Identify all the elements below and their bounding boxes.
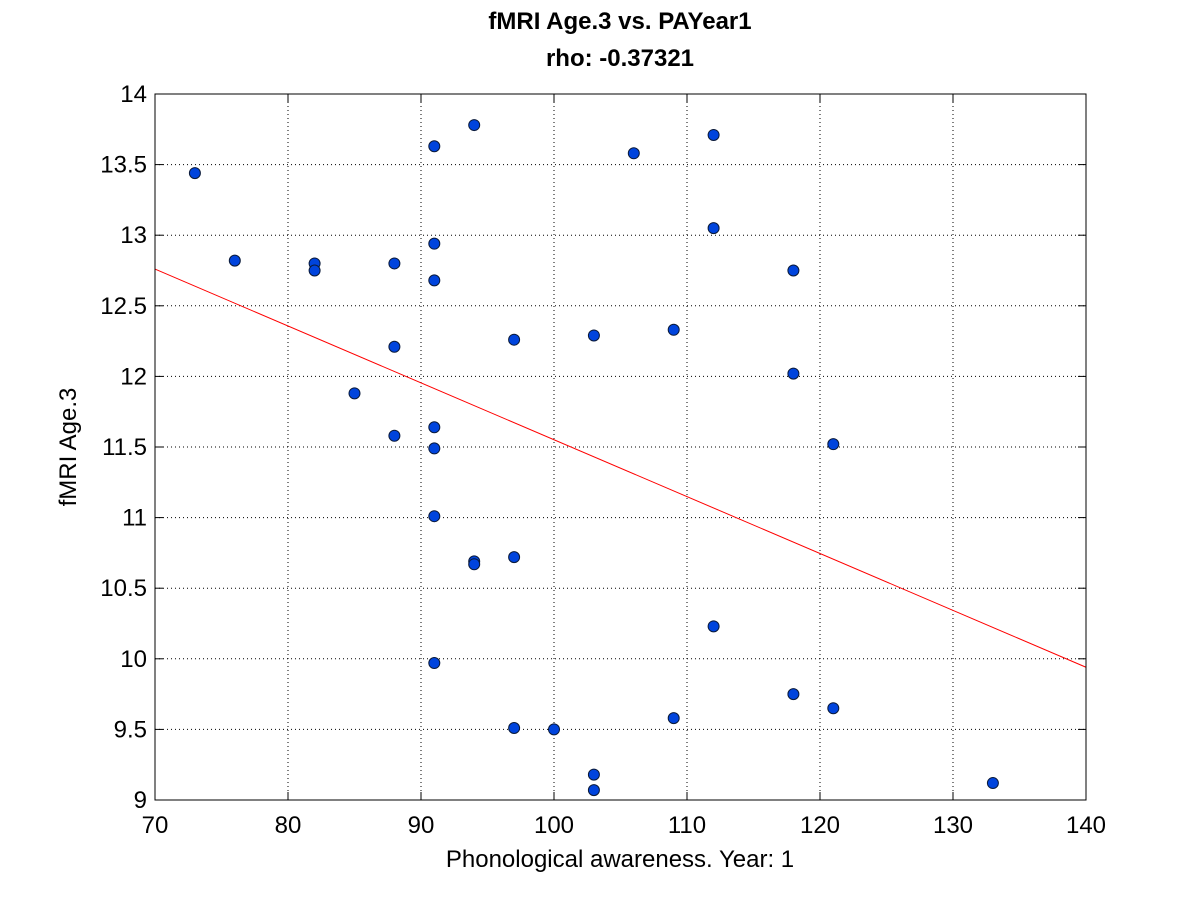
chart-title: fMRI Age.3 vs. PAYear1 xyxy=(488,8,751,35)
y-tick-label: 13 xyxy=(120,222,147,249)
scatter-point xyxy=(667,323,680,336)
plot-area-frame xyxy=(154,93,1087,801)
y-tick-label: 13.5 xyxy=(100,152,147,179)
scatter-points xyxy=(188,119,999,797)
x-axis-label: Phonological awareness. Year: 1 xyxy=(446,846,794,873)
scatter-point xyxy=(188,167,201,180)
scatter-point xyxy=(388,429,401,442)
y-tick-label: 10.5 xyxy=(100,575,147,602)
x-tick-label: 90 xyxy=(408,812,435,839)
scatter-point xyxy=(827,438,840,451)
x-tick-label: 130 xyxy=(933,812,973,839)
scatter-point xyxy=(827,702,840,715)
x-tick-label: 140 xyxy=(1066,812,1106,839)
scatter-point xyxy=(707,620,720,633)
scatter-point xyxy=(508,333,521,346)
scatter-point xyxy=(508,721,521,734)
scatter-point xyxy=(468,119,481,132)
scatter-point xyxy=(388,340,401,353)
y-tick-label: 11 xyxy=(122,505,147,532)
scatter-point xyxy=(428,237,441,250)
x-tick-label: 110 xyxy=(668,812,706,839)
scatter-point xyxy=(428,657,441,670)
axis-ticks xyxy=(154,93,1087,801)
scatter-point xyxy=(707,222,720,235)
y-tick-label: 9.5 xyxy=(114,716,147,743)
y-axis-label: fMRI Age.3 xyxy=(55,388,82,507)
y-tick-label: 11.5 xyxy=(102,434,147,461)
scatter-point xyxy=(308,264,321,277)
scatter-point xyxy=(667,712,680,725)
scatter-point xyxy=(548,723,560,736)
scatter-point xyxy=(787,264,800,277)
scatter-point xyxy=(428,421,441,434)
y-tick-label: 12.5 xyxy=(100,293,147,320)
chart-subtitle: rho: -0.37321 xyxy=(546,45,694,72)
scatter-point xyxy=(468,558,481,571)
y-tick-label: 10 xyxy=(120,646,147,673)
y-tick-label: 12 xyxy=(120,363,147,390)
scatter-point xyxy=(787,688,800,701)
x-tick-label: 120 xyxy=(800,812,840,839)
scatter-point xyxy=(428,274,441,287)
scatter-point xyxy=(986,777,999,790)
scatter-point xyxy=(228,254,241,267)
scatter-point xyxy=(587,329,600,342)
scatter-point xyxy=(587,784,600,797)
scatter-point xyxy=(587,768,600,781)
y-tick-label: 9 xyxy=(134,787,147,814)
fit-line-layer xyxy=(154,268,1087,668)
scatter-point xyxy=(348,387,361,400)
scatter-point xyxy=(707,128,720,141)
scatter-point xyxy=(428,442,441,455)
scatter-point xyxy=(787,367,800,380)
scatter-point xyxy=(627,147,640,160)
scatter-point xyxy=(428,510,441,523)
x-tick-labels: 70 80 90 100 110 120 130 140 xyxy=(142,812,1106,839)
scatter-point xyxy=(508,551,521,564)
grid xyxy=(155,94,1086,800)
scatter-point xyxy=(388,257,401,270)
y-tick-label: 14 xyxy=(120,81,147,108)
scatter-point xyxy=(428,140,441,153)
y-tick-labels: 9 9.5 10 10.5 11 11.5 12 12.5 13 13.5 14 xyxy=(100,81,147,814)
x-tick-label: 100 xyxy=(534,812,574,839)
x-tick-label: 80 xyxy=(275,812,302,839)
x-tick-label: 70 xyxy=(142,812,169,839)
regression-line xyxy=(154,268,1087,668)
